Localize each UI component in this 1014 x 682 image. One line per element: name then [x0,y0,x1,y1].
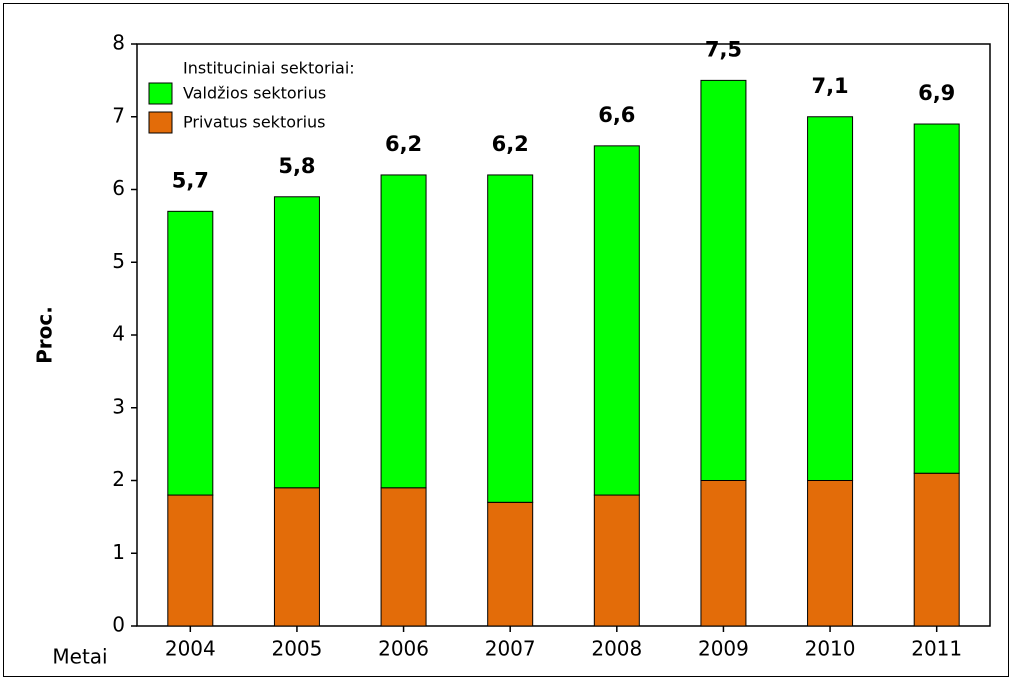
legend: Instituciniai sektoriai: Valdžios sektor… [148,59,355,134]
x-axis-label: Metai [52,645,107,669]
y-axis-label: Proc. [33,306,57,364]
total-value-label: 7,5 [705,37,742,61]
x-tick-label: 2008 [591,637,642,661]
bar-valdzios-2004 [167,210,214,496]
bar-valdzios-2011 [913,123,960,474]
x-tick-label: 2007 [485,637,536,661]
x-tick-label: 2010 [805,637,856,661]
bar-valdzios-2006 [380,174,427,489]
y-tick-label: 1 [112,540,125,564]
total-value-label: 6,6 [598,103,635,127]
y-axis-ticks: 0 1 2 3 4 5 6 7 8 [112,31,137,637]
y-tick-label: 6 [112,176,125,200]
bar-valdzios-2009 [700,79,747,481]
x-tick-label: 2004 [165,637,216,661]
legend-swatch-valdzios [148,82,173,105]
bar-privatus-2006 [380,487,427,627]
total-value-label: 6,2 [385,132,422,156]
bar-valdzios-2010 [807,116,854,481]
y-tick-label: 7 [112,103,125,127]
bar-privatus-2011 [913,472,960,627]
total-value-label: 6,2 [492,132,529,156]
value-labels: 5,7 5,8 6,2 6,2 6,6 7,5 7,1 6,9 [172,37,956,192]
y-tick-label: 2 [112,467,125,491]
legend-entry-valdzios: Valdžios sektorius [183,84,326,103]
legend-entry-privatus: Privatus sektorius [183,113,326,132]
y-tick-label: 4 [112,322,125,346]
total-value-label: 6,9 [918,81,955,105]
x-tick-label: 2011 [911,637,962,661]
y-tick-label: 0 [112,613,125,637]
bar-privatus-2005 [273,487,320,627]
x-tick-label: 2006 [378,637,429,661]
bar-privatus-2008 [593,494,640,627]
total-value-label: 5,8 [278,154,315,178]
bar-privatus-2004 [167,494,214,627]
y-tick-label: 3 [112,394,125,418]
x-axis-ticks: 2004 2005 2006 2007 2008 2009 2010 2011 [165,626,962,661]
bar-privatus-2007 [487,501,534,627]
total-value-label: 5,7 [172,168,209,192]
total-value-label: 7,1 [811,74,848,98]
x-tick-label: 2009 [698,637,749,661]
bar-privatus-2009 [700,480,747,627]
legend-title: Instituciniai sektoriai: [183,59,355,78]
bar-valdzios-2007 [487,174,534,503]
bar-valdzios-2008 [593,145,640,496]
bar-privatus-2010 [807,480,854,627]
bar-valdzios-2005 [273,196,320,489]
x-tick-label: 2005 [271,637,322,661]
y-tick-label: 8 [112,31,125,55]
legend-swatch-privatus [148,111,173,134]
bars [167,79,960,627]
y-tick-label: 5 [112,249,125,273]
